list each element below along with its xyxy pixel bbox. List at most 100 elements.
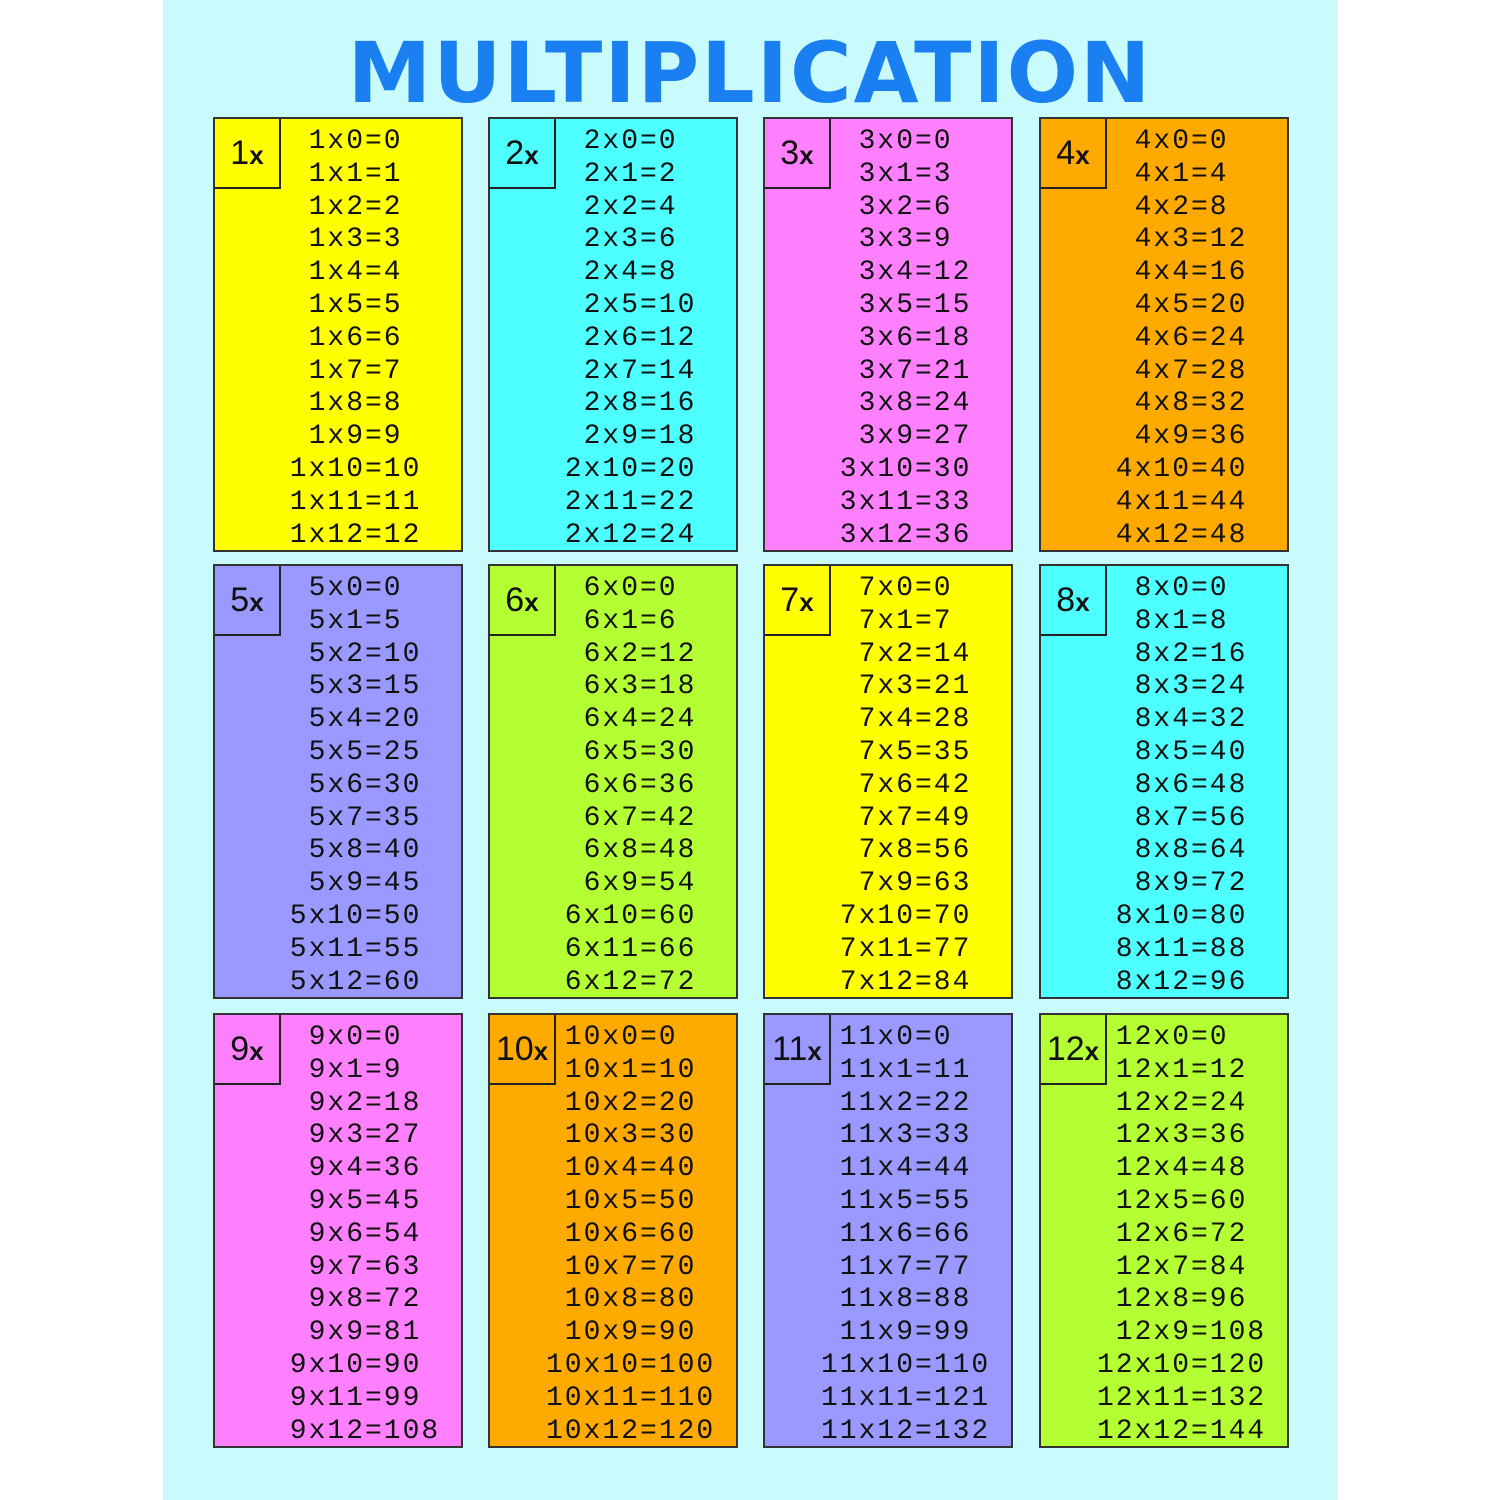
equation-row: 11x0=0: [839, 1022, 953, 1053]
equation-row: 11x1=11: [839, 1054, 972, 1086]
equation-row: 2x8=16: [583, 388, 697, 420]
equation-row: 3x10=30: [839, 454, 972, 485]
equation-row: 3x2=6: [858, 191, 953, 223]
table-label-times: x: [249, 587, 264, 617]
table-label-times: x: [799, 587, 814, 617]
equation-row: 11x6=66: [839, 1218, 972, 1250]
equation-row: 8x3=24: [1134, 671, 1248, 703]
equation-row: 8x1=8: [1134, 605, 1229, 637]
equation-row: 3x11=33: [839, 486, 972, 518]
equation-row: 5x3=15: [308, 671, 422, 703]
equation-row: 6x6=36: [583, 769, 697, 801]
equation-row: 9x12=108: [289, 1415, 441, 1447]
equation-row: 5x8=40: [308, 835, 422, 867]
equation-row: 1x7=7: [308, 355, 403, 387]
table-label-10: 10x: [490, 1015, 556, 1085]
table-label-number: 8: [1056, 581, 1076, 619]
equation-row: 11x11=121: [821, 1382, 991, 1414]
equation-row: 9x3=27: [308, 1120, 422, 1152]
equation-row: 7x0=0: [858, 573, 953, 604]
equation-row: 6x0=0: [583, 573, 678, 604]
equation-row: 6x9=54: [583, 868, 697, 900]
equation-row: 8x10=80: [1115, 901, 1248, 932]
equation-row: 11x10=110: [821, 1350, 991, 1381]
equation-row: 11x3=33: [839, 1120, 972, 1152]
table-label-number: 12: [1046, 1030, 1085, 1068]
equation-row: 5x5=25: [308, 737, 422, 768]
equation-row: 9x7=63: [308, 1251, 422, 1283]
table-label-number: 1: [230, 134, 250, 172]
equation-row: 9x11=99: [289, 1382, 422, 1414]
equation-row: 7x12=84: [839, 966, 972, 998]
table-label-times: x: [1084, 1036, 1100, 1066]
equation-row: 10x5=50: [564, 1186, 697, 1217]
times-table-card-2: 2x 2x0=0 2x1=2 2x2=4 2x3=6 2x4=8 2x5=10 2x6=12 2…: [488, 117, 738, 552]
equation-row: 12x5=60: [1115, 1186, 1248, 1217]
equation-row: 3x5=15: [858, 290, 972, 321]
table-label-times: x: [249, 140, 264, 170]
equation-row: 12x11=132: [1097, 1382, 1267, 1414]
equation-row: 11x2=22: [839, 1087, 972, 1119]
table-label-times: x: [807, 1036, 822, 1066]
equation-row: 10x0=0: [564, 1022, 678, 1053]
equation-row: 4x8=32: [1134, 388, 1248, 420]
equation-row: 10x11=110: [546, 1382, 716, 1414]
equation-row: 4x6=24: [1134, 322, 1248, 354]
times-table-card-1: 1x 1x0=0 1x1=1 1x2=2 1x3=3 1x4=4 1x5=5 1x6=6 1x7…: [213, 117, 463, 552]
equation-row: 7x6=42: [858, 769, 972, 801]
equation-row: 4x0=0: [1134, 126, 1229, 157]
equation-row: 10x7=70: [564, 1251, 697, 1283]
equation-row: 10x10=100: [546, 1350, 716, 1381]
equation-row: 7x7=49: [858, 802, 972, 834]
table-label-times: x: [524, 587, 539, 617]
equation-row: 3x7=21: [858, 355, 972, 387]
equation-row: 10x8=80: [564, 1284, 697, 1316]
equation-row: 10x3=30: [564, 1120, 697, 1152]
equation-row: 11x8=88: [839, 1284, 972, 1316]
equation-row: 8x2=16: [1134, 638, 1248, 670]
equation-row: 5x7=35: [308, 802, 422, 834]
times-table-card-9: 9x 9x0=0 9x1=9 9x2=18 9x3=27 9x4=36 9x5=45 9x6=…: [213, 1013, 463, 1448]
equation-row: 2x11=22: [564, 486, 697, 518]
equation-row: 7x4=28: [858, 704, 972, 736]
equation-row: 3x1=3: [858, 158, 953, 190]
equation-row: 10x12=120: [546, 1415, 716, 1447]
equation-row: 12x4=48: [1115, 1153, 1248, 1185]
times-table-card-10: 10x 10x0=0 10x1=10 10x2=20 10x3=30 10x4=40 10x…: [488, 1013, 738, 1448]
table-label-4: 4x: [1041, 119, 1107, 189]
table-label-11: 11x: [765, 1015, 831, 1085]
equation-row: 4x12=48: [1115, 519, 1248, 551]
equation-row: 9x0=0: [308, 1022, 403, 1053]
times-table-card-12: 12x 12x0=0 12x1=12 12x2=24 12x3=36 12x4=48 12x…: [1039, 1013, 1289, 1448]
equation-row: 7x3=21: [858, 671, 972, 703]
equation-row: 2x6=12: [583, 322, 697, 354]
equation-row: 7x8=56: [858, 835, 972, 867]
equation-row: 8x6=48: [1134, 769, 1248, 801]
equation-row: 5x1=5: [308, 605, 403, 637]
equation-row: 12x0=0: [1115, 1022, 1229, 1053]
equation-row: 4x11=44: [1115, 486, 1248, 518]
equation-row: 5x6=30: [308, 769, 422, 801]
table-label-times: x: [1075, 140, 1090, 170]
table-label-times: x: [524, 140, 539, 170]
equation-row: 9x5=45: [308, 1186, 422, 1217]
equation-row: 1x4=4: [308, 257, 403, 289]
table-label-number: 5: [230, 581, 250, 619]
equation-row: 7x5=35: [858, 737, 972, 768]
equation-row: 4x10=40: [1115, 454, 1248, 485]
equation-row: 11x5=55: [839, 1186, 972, 1217]
equation-row: 9x4=36: [308, 1153, 422, 1185]
equation-row: 12x7=84: [1115, 1251, 1248, 1283]
equation-row: 12x8=96: [1115, 1284, 1248, 1316]
table-label-number: 4: [1056, 134, 1076, 172]
page-title: MULTIPLICATION: [347, 24, 1153, 122]
equation-row: 6x10=60: [564, 901, 697, 932]
equation-row: 8x11=88: [1115, 933, 1248, 965]
table-label-times: x: [1075, 587, 1090, 617]
times-table-card-8: 8x 8x0=0 8x1=8 8x2=16 8x3=24 8x4=32 8x5=40 8x6=…: [1039, 564, 1289, 999]
table-label-times: x: [799, 140, 814, 170]
equation-row: 9x2=18: [308, 1087, 422, 1119]
equation-row: 5x10=50: [289, 901, 422, 932]
equation-row: 1x6=6: [308, 322, 403, 354]
times-table-card-6: 6x 6x0=0 6x1=6 6x2=12 6x3=18 6x4=24 6x5=30 6x6=…: [488, 564, 738, 999]
